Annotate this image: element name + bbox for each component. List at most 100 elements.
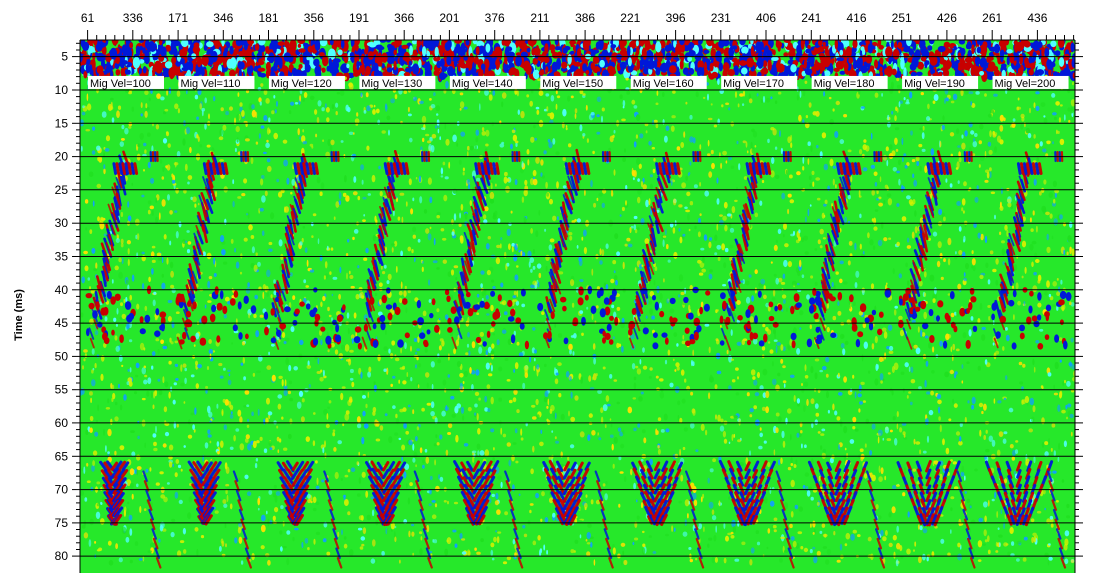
noise-mark: [777, 63, 785, 73]
noise-mark: [593, 559, 596, 566]
noise-mark: [1059, 138, 1065, 146]
noise-mark: [235, 318, 238, 325]
noise-mark: [820, 445, 823, 450]
noise-mark: [665, 428, 670, 433]
noise-mark: [1029, 217, 1032, 223]
noise-mark: [245, 434, 250, 440]
noise-mark: [379, 191, 383, 197]
noise-mark: [1014, 449, 1019, 454]
noise-mark: [1033, 102, 1036, 109]
noise-mark: [421, 407, 425, 412]
noise-mark: [1061, 409, 1066, 414]
noise-mark: [642, 184, 647, 190]
noise-mark: [755, 530, 759, 535]
noise-mark: [453, 213, 457, 221]
noise-mark: [429, 489, 432, 495]
noise-mark: [309, 95, 315, 101]
noise-mark: [604, 493, 608, 501]
noise-mark: [268, 489, 273, 495]
noise-mark: [783, 40, 791, 43]
noise-mark: [735, 392, 740, 396]
noise-mark: [839, 49, 844, 56]
noise-mark: [480, 63, 486, 71]
noise-mark: [665, 533, 669, 537]
noise-mark: [91, 247, 96, 254]
noise-mark: [835, 184, 837, 189]
noise-mark: [350, 467, 356, 473]
noise-mark: [862, 322, 866, 329]
noise-mark: [1001, 187, 1003, 195]
noise-mark: [486, 384, 491, 389]
noise-mark: [174, 491, 179, 499]
noise-mark: [601, 107, 605, 112]
noise-mark: [263, 115, 268, 122]
noise-mark: [881, 93, 883, 97]
noise-mark: [135, 218, 140, 226]
noise-mark: [581, 236, 584, 241]
noise-mark: [932, 231, 938, 237]
noise-mark: [467, 145, 470, 151]
noise-mark: [332, 276, 338, 280]
noise-mark: [993, 352, 997, 360]
noise-mark: [361, 436, 365, 445]
noise-mark: [514, 428, 518, 434]
noise-mark: [224, 523, 227, 529]
noise-mark: [209, 440, 212, 444]
noise-mark: [175, 231, 179, 239]
noise-mark: [201, 54, 209, 66]
noise-mark: [708, 273, 713, 280]
noise-mark: [556, 181, 559, 189]
noise-mark: [961, 198, 966, 206]
noise-mark: [349, 396, 353, 402]
noise-mark: [612, 68, 616, 75]
noise-mark: [750, 369, 756, 376]
noise-mark: [490, 304, 494, 312]
noise-mark: [913, 438, 916, 445]
noise-mark: [411, 40, 418, 45]
noise-mark: [1059, 104, 1063, 107]
noise-mark: [338, 293, 341, 300]
noise-mark: [922, 528, 928, 534]
noise-mark: [673, 251, 678, 259]
noise-mark: [427, 177, 432, 185]
noise-mark: [157, 348, 160, 355]
noise-mark: [512, 442, 517, 445]
noise-mark: [144, 90, 149, 96]
noise-mark: [923, 271, 927, 278]
noise-mark: [736, 186, 738, 190]
noise-mark: [1006, 198, 1012, 203]
noise-mark: [521, 251, 526, 257]
noise-mark: [447, 374, 451, 378]
noise-mark: [1024, 122, 1026, 128]
noise-mark: [950, 346, 953, 353]
noise-mark: [887, 121, 891, 128]
noise-mark: [659, 64, 666, 72]
noise-mark: [327, 306, 330, 312]
noise-mark: [688, 228, 691, 232]
noise-mark: [363, 257, 368, 261]
noise-mark: [689, 136, 694, 143]
noise-mark: [804, 472, 810, 477]
noise-mark: [121, 364, 124, 368]
noise-mark: [147, 161, 151, 169]
noise-mark: [824, 533, 827, 538]
noise-mark: [496, 244, 501, 249]
noise-mark: [986, 55, 992, 63]
noise-mark: [399, 559, 401, 564]
noise-mark: [425, 372, 430, 378]
noise-mark: [749, 559, 753, 566]
noise-mark: [909, 91, 913, 99]
noise-mark: [804, 364, 807, 372]
noise-mark: [465, 40, 470, 46]
noise-mark: [949, 132, 955, 137]
noise-mark: [532, 540, 537, 546]
noise-mark: [442, 259, 447, 264]
noise-mark: [1055, 101, 1060, 106]
noise-mark: [903, 436, 908, 440]
noise-mark: [410, 345, 412, 352]
noise-mark: [979, 71, 985, 76]
noise-mark: [848, 57, 854, 64]
noise-mark: [178, 499, 183, 505]
noise-mark: [1052, 281, 1057, 287]
noise-mark: [430, 361, 435, 368]
